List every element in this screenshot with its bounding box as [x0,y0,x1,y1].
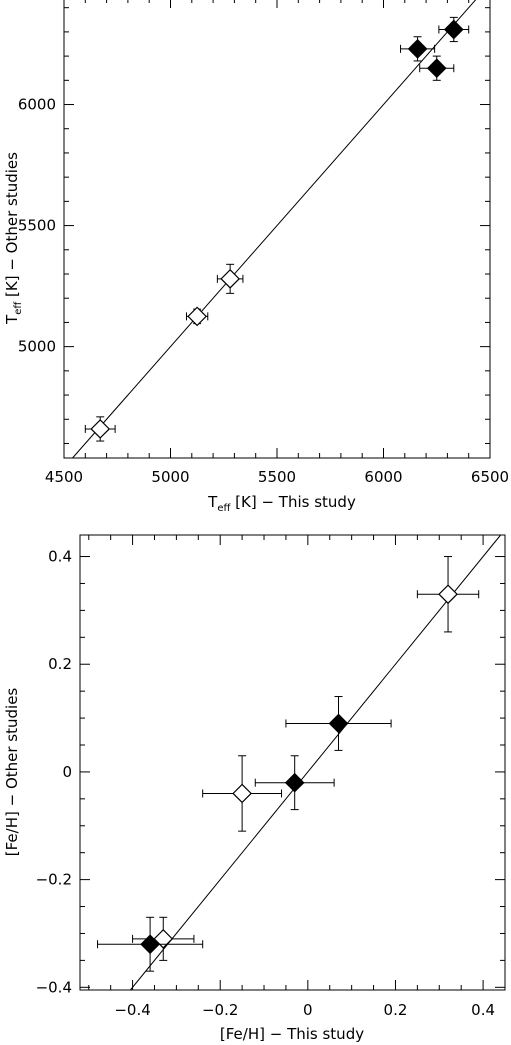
plot-frame [79,534,506,991]
filled-diamond-point [400,36,436,62]
tick-marks [63,0,491,458]
y-tick-label: −0.2 [36,871,72,889]
y-axis-label: Teff [K] − Other studies [3,152,24,325]
x-tick-label: 5500 [258,468,296,486]
filled-diamond-marker [443,19,464,40]
open-diamond-point [185,306,209,327]
tick-labels: −0.4 −0.2 0 0.2 0.4 −0.4 −0.2 0 0.2 0.4 [36,548,495,1019]
filled-diamond-point [254,755,335,811]
open-diamond-point [416,556,480,633]
x-tick-label: 0.2 [384,1001,408,1019]
filled-diamond-marker [284,772,305,793]
open-diamond-point [216,263,244,294]
tick-marks [80,535,506,990]
y-tick-label: 6000 [18,96,56,114]
y-tick-label: 5500 [18,217,56,235]
y-tick-label: −0.4 [36,978,72,996]
one-to-one-line [72,0,477,459]
open-diamond-marker [232,783,252,804]
data-points [97,556,480,972]
open-diamond-point [84,416,116,442]
x-axis-label: Teff [K] − This study [207,493,356,514]
filled-diamond-point [97,916,204,972]
feh-comparison-chart: −0.4 −0.2 0 0.2 0.4 −0.4 −0.2 0 0.2 0.4 [Fe/H] − … [3,534,506,1043]
open-diamond-point [202,755,283,832]
data-points [84,16,470,442]
one-to-one-line [72,0,477,459]
x-tick-label: 4500 [45,468,83,486]
x-tick-label: 0.4 [471,1001,495,1019]
tick-labels: 4500 5000 5500 6000 6500 5000 5500 6000 [18,96,509,486]
x-tick-label: −0.2 [202,1001,238,1019]
x-tick-label: 6500 [471,468,509,486]
y-tick-label: 0 [62,763,72,781]
filled-diamond-point [438,16,470,43]
filled-diamond-marker [407,38,428,59]
one-to-one-line [129,534,502,991]
filled-diamond-marker [328,713,349,734]
filled-diamond-marker [426,58,447,79]
open-diamond-marker [220,268,240,289]
y-tick-label: 0.2 [48,655,72,673]
x-axis-label: [Fe/H] − This study [220,1025,364,1043]
y-tick-label: 0.4 [48,548,72,566]
filled-diamond-marker [140,934,160,955]
open-diamond-marker [438,584,458,605]
open-diamond-marker [90,419,111,439]
x-tick-label: 5000 [151,468,189,486]
filled-diamond-point [285,696,392,751]
filled-diamond-point [419,55,455,81]
one-to-one-line [129,534,502,991]
y-tick-label: 5000 [18,338,56,356]
y-axis-label: [Fe/H] − Other studies [3,688,21,857]
x-tick-label: −0.4 [114,1001,150,1019]
open-diamond-marker [187,306,207,327]
teff-comparison-chart: 4500 5000 5500 6000 6500 5000 5500 6000 Teff [K… [3,0,509,514]
x-tick-label: 6000 [364,468,402,486]
x-tick-label: 0 [303,1001,313,1019]
